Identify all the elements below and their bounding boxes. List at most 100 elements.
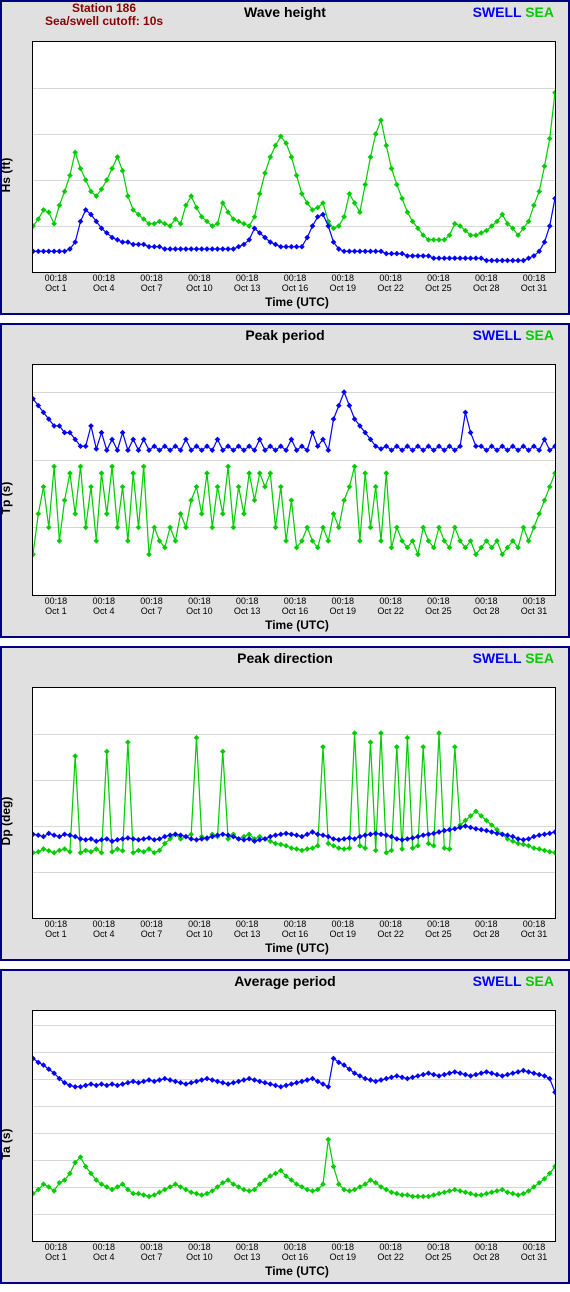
xtick-time: 00:18 — [415, 920, 463, 929]
ytick-label: 328 — [0, 728, 28, 739]
legend-swell: SWELL — [473, 4, 522, 20]
series-swell — [33, 1056, 555, 1095]
xtick-time: 00:18 — [175, 597, 223, 606]
ytick-label: 6 — [0, 1153, 28, 1164]
xtick-time: 00:18 — [223, 597, 271, 606]
xtick-date: Oct 16 — [271, 284, 319, 293]
xtick-time: 00:18 — [80, 920, 128, 929]
series-sea — [33, 90, 555, 243]
xtick-date: Oct 4 — [80, 284, 128, 293]
xtick-time: 00:18 — [510, 274, 558, 283]
plot-wrap: Dp (deg)-722812822832842800:1800:1800:18… — [32, 687, 562, 955]
legend: SWELL SEA — [473, 973, 554, 989]
x-axis-label: Time (UTC) — [32, 941, 562, 955]
ytick-label: 28 — [0, 866, 28, 877]
xtick-date: Oct 25 — [415, 930, 463, 939]
ytick-label: 2 — [0, 1207, 28, 1218]
xtick-date: Oct 16 — [271, 930, 319, 939]
xtick-time: 00:18 — [223, 1243, 271, 1252]
series-sea — [33, 730, 555, 855]
legend: SWELL SEA — [473, 4, 554, 20]
ytick-label: 14 — [0, 1045, 28, 1056]
xtick-date: Oct 7 — [128, 1253, 176, 1262]
xtick-date: Oct 13 — [223, 930, 271, 939]
xtick-time: 00:18 — [80, 274, 128, 283]
xtick-date: Oct 28 — [462, 607, 510, 616]
xtick-date: Oct 28 — [462, 1253, 510, 1262]
xtick-time: 00:18 — [32, 274, 80, 283]
ytick-label: 428 — [0, 682, 28, 693]
legend-swell: SWELL — [473, 650, 522, 666]
xtick-time: 00:18 — [271, 597, 319, 606]
xtick-date: Oct 10 — [175, 607, 223, 616]
ytick-label: 2 — [0, 220, 28, 231]
xtick-date: Oct 28 — [462, 284, 510, 293]
plot-area — [32, 364, 556, 596]
xtick-date: Oct 19 — [319, 284, 367, 293]
xtick-date: Oct 31 — [510, 607, 558, 616]
xtick-date: Oct 19 — [319, 1253, 367, 1262]
plot-wrap: Tp (s)05101500:1800:1800:1800:1800:1800:… — [32, 364, 562, 632]
xtick-time: 00:18 — [367, 920, 415, 929]
xtick-date: Oct 22 — [367, 284, 415, 293]
station-label: Station 186Sea/swell cutoff: 10s — [45, 2, 163, 28]
legend-sea: SEA — [525, 973, 554, 989]
xtick-date: Oct 16 — [271, 1253, 319, 1262]
xtick-date: Oct 28 — [462, 930, 510, 939]
series-swell — [33, 196, 555, 264]
xtick-date: Oct 31 — [510, 930, 558, 939]
ytick-label: 15 — [0, 386, 28, 397]
legend-sea: SEA — [525, 650, 554, 666]
xtick-time: 00:18 — [271, 274, 319, 283]
ytick-label: 12 — [0, 1072, 28, 1083]
ytick-label: 8 — [0, 82, 28, 93]
x-axis-label: Time (UTC) — [32, 295, 562, 309]
series-sea — [33, 464, 555, 558]
xtick-time-row: 00:1800:1800:1800:1800:1800:1800:1800:18… — [32, 920, 558, 929]
xtick-time: 00:18 — [462, 274, 510, 283]
ytick-label: 16 — [0, 1018, 28, 1029]
xtick-date: Oct 1 — [32, 607, 80, 616]
xtick-time-row: 00:1800:1800:1800:1800:1800:1800:1800:18… — [32, 274, 558, 283]
xtick-date: Oct 10 — [175, 284, 223, 293]
xtick-time: 00:18 — [175, 920, 223, 929]
xtick-time: 00:18 — [510, 920, 558, 929]
xtick-time: 00:18 — [319, 597, 367, 606]
xtick-time-row: 00:1800:1800:1800:1800:1800:1800:1800:18… — [32, 1243, 558, 1252]
plot-svg — [33, 688, 555, 918]
xtick-date: Oct 25 — [415, 1253, 463, 1262]
plot-wrap: Hs (ft)024681000:1800:1800:1800:1800:180… — [32, 41, 562, 309]
ytick-label: 5 — [0, 521, 28, 532]
ytick-label: 10 — [0, 36, 28, 47]
xtick-date: Oct 31 — [510, 1253, 558, 1262]
xtick-time: 00:18 — [462, 920, 510, 929]
xtick-date-row: Oct 1Oct 4Oct 7Oct 10Oct 13Oct 16Oct 19O… — [32, 607, 558, 616]
ytick-label: 128 — [0, 820, 28, 831]
xtick-date-row: Oct 1Oct 4Oct 7Oct 10Oct 13Oct 16Oct 19O… — [32, 284, 558, 293]
plot-area — [32, 687, 556, 919]
station-subtitle: Sea/swell cutoff: 10s — [45, 15, 163, 28]
xtick-date: Oct 16 — [271, 607, 319, 616]
xtick-time: 00:18 — [32, 1243, 80, 1252]
xtick-date: Oct 1 — [32, 1253, 80, 1262]
xtick-date: Oct 22 — [367, 607, 415, 616]
panel-hs: Station 186Sea/swell cutoff: 10sWave hei… — [0, 0, 570, 315]
xtick-time: 00:18 — [462, 1243, 510, 1252]
xtick-time: 00:18 — [319, 274, 367, 283]
plot-area — [32, 1010, 556, 1242]
xtick-date: Oct 4 — [80, 607, 128, 616]
xtick-time: 00:18 — [175, 1243, 223, 1252]
xtick-date: Oct 7 — [128, 930, 176, 939]
xtick-time: 00:18 — [271, 1243, 319, 1252]
xtick-date: Oct 31 — [510, 284, 558, 293]
xtick-time: 00:18 — [367, 597, 415, 606]
panel-tp: Peak periodSWELL SEATp (s)05101500:1800:… — [0, 323, 570, 638]
legend-swell: SWELL — [473, 973, 522, 989]
xtick-date: Oct 22 — [367, 1253, 415, 1262]
xtick-date: Oct 13 — [223, 607, 271, 616]
ytick-label: 4 — [0, 1180, 28, 1191]
series-sea — [33, 1137, 555, 1200]
plot-svg — [33, 1011, 555, 1241]
xtick-time: 00:18 — [415, 1243, 463, 1252]
y-axis-label: Tp (s) — [0, 482, 13, 515]
